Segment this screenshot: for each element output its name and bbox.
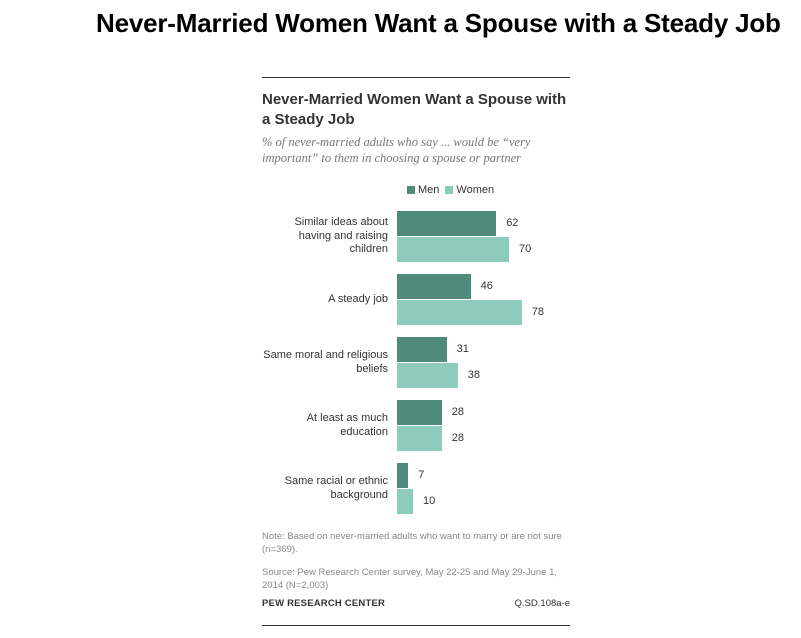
category-label: A steady job (328, 292, 388, 305)
bar-men (397, 400, 442, 425)
bar-women (397, 300, 522, 325)
org-name: PEW RESEARCH CENTER (262, 598, 386, 609)
bar-women (397, 426, 442, 451)
value-label-men: 28 (451, 406, 465, 418)
legend-item-women: Women (445, 184, 494, 196)
value-label-men: 46 (480, 280, 493, 292)
value-label-men: 31 (456, 343, 469, 355)
chart-note: Note: Based on never-married adults who … (262, 531, 562, 555)
bottom-rule (262, 625, 570, 626)
chart-subtitle: % of never-married adults who say ... wo… (262, 135, 531, 165)
value-label-men: 62 (506, 217, 519, 229)
bar-men (397, 463, 409, 488)
category-label: Same racial or ethnic background (284, 475, 388, 501)
category-label: Same moral and religious beliefs (263, 349, 388, 375)
value-label-women: 38 (467, 369, 481, 381)
category-label: Similar ideas about having and raising c… (294, 216, 388, 255)
category-label: At least as much education (306, 412, 388, 438)
legend-item-men: Men (407, 184, 439, 196)
bar-women (397, 489, 413, 514)
chart-source: Source: Pew Research Center survey, May … (262, 567, 557, 591)
value-label-women: 28 (451, 432, 465, 444)
page-title: Never-Married Women Want a Spouse with a… (96, 8, 781, 38)
bar-women (397, 363, 458, 388)
legend-label-women: Women (456, 184, 495, 196)
legend-swatch-women (445, 186, 454, 194)
value-label-men: 7 (418, 469, 425, 481)
question-code: Q.SD.108a-e (514, 598, 570, 609)
value-label-women: 10 (423, 495, 436, 507)
top-rule (262, 77, 570, 78)
legend: Men Women (407, 184, 500, 196)
bar-women (397, 237, 509, 262)
bar-men (397, 274, 471, 299)
chart-title: Never-Married Women Want a Spouse with a… (262, 91, 567, 128)
legend-label-men: Men (418, 184, 440, 196)
bar-men (397, 337, 447, 362)
legend-swatch-men (407, 186, 415, 194)
value-label-women: 78 (531, 306, 545, 318)
value-label-women: 70 (519, 243, 532, 255)
bar-men (397, 211, 497, 236)
